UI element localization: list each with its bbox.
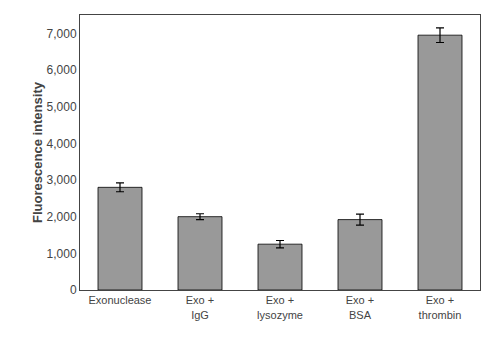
svg-text:4,000: 4,000 [47,137,77,151]
svg-text:6,000: 6,000 [47,63,77,77]
svg-text:Exo +thrombin: Exo +thrombin [419,294,462,320]
svg-text:Exo +lysozyme: Exo +lysozyme [257,294,303,320]
svg-text:3,000: 3,000 [47,173,77,187]
svg-text:0: 0 [70,283,77,297]
svg-text:Fluorescence intensity: Fluorescence intensity [30,81,45,223]
svg-text:7,000: 7,000 [47,27,77,41]
svg-text:Exo +BSA: Exo +BSA [346,294,374,320]
svg-text:5,000: 5,000 [47,100,77,114]
svg-text:1,000: 1,000 [47,247,77,261]
svg-text:Exonuclease: Exonuclease [89,294,152,306]
svg-text:2,000: 2,000 [47,210,77,224]
svg-text:Exo +IgG: Exo +IgG [186,294,214,320]
